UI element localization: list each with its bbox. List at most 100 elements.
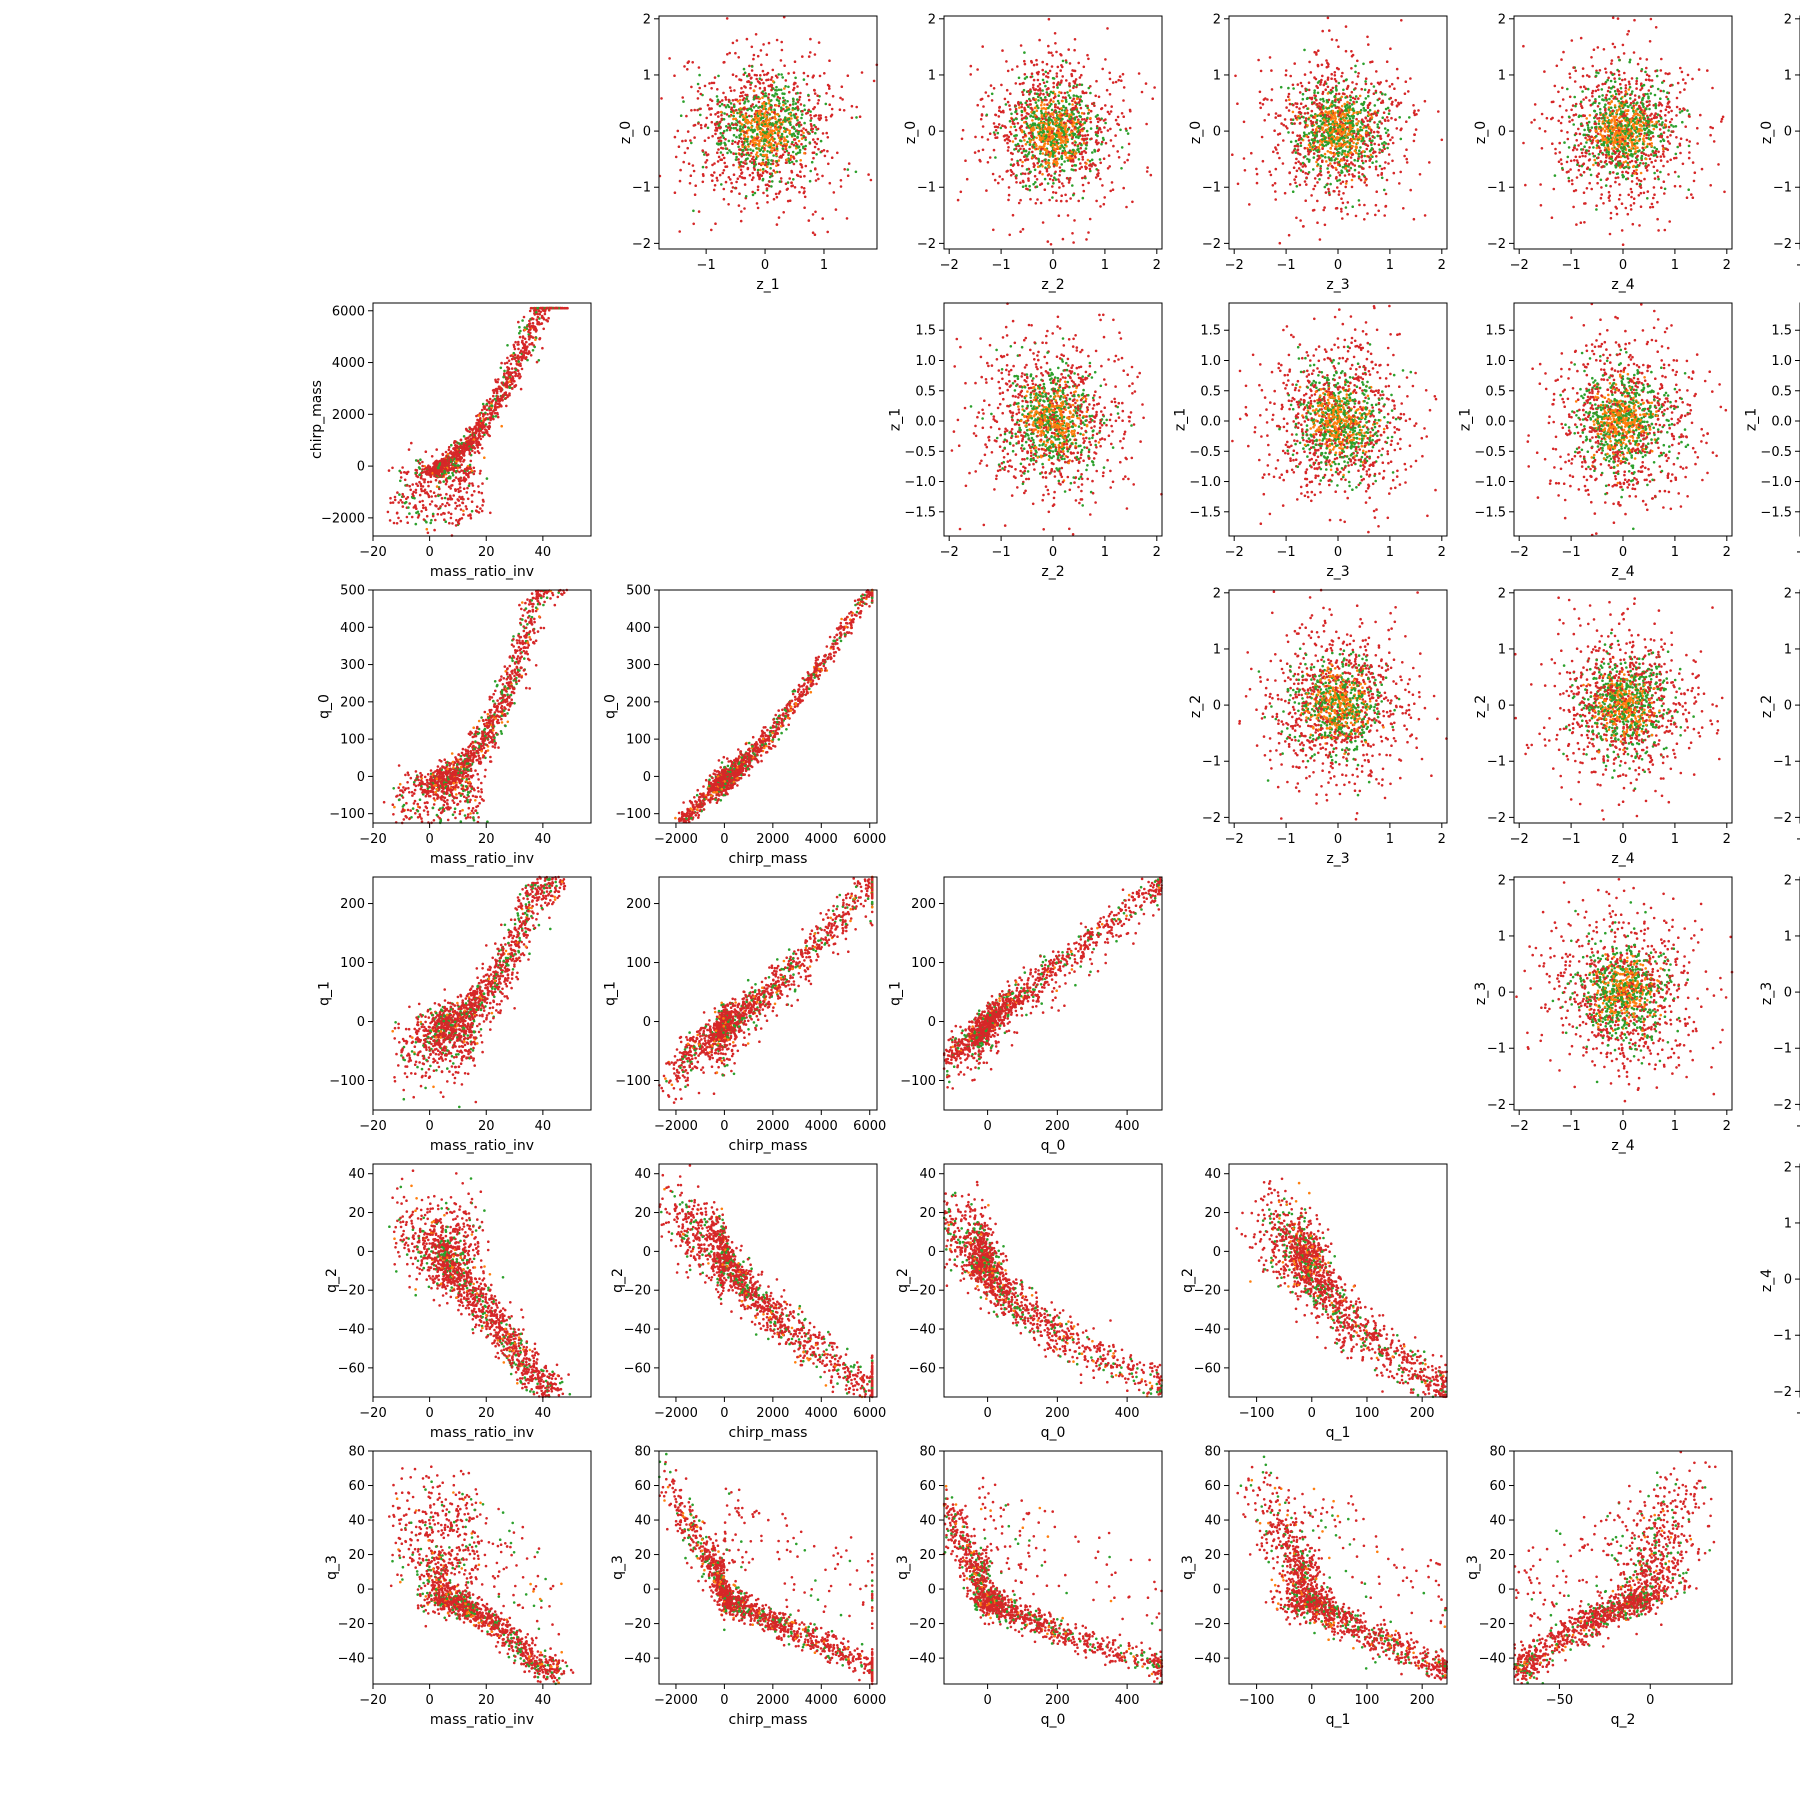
data-point bbox=[800, 164, 803, 167]
data-point bbox=[804, 196, 807, 199]
data-point bbox=[711, 174, 714, 177]
data-point bbox=[685, 115, 688, 118]
data-point bbox=[794, 135, 797, 138]
data-point bbox=[766, 150, 769, 153]
data-point bbox=[678, 230, 681, 233]
data-point bbox=[831, 108, 834, 111]
data-point bbox=[761, 105, 764, 108]
data-point bbox=[747, 119, 750, 122]
data-point bbox=[735, 75, 738, 78]
data-point bbox=[759, 169, 762, 172]
data-point bbox=[741, 95, 744, 98]
data-point bbox=[826, 231, 829, 234]
data-point bbox=[778, 216, 781, 219]
data-point bbox=[720, 111, 723, 114]
data-point bbox=[732, 73, 735, 76]
data-point bbox=[795, 130, 798, 133]
data-point bbox=[693, 170, 696, 173]
data-point bbox=[788, 130, 791, 133]
data-point bbox=[756, 202, 759, 205]
data-point bbox=[758, 118, 761, 121]
data-point bbox=[736, 39, 739, 42]
data-point bbox=[751, 119, 754, 122]
data-point bbox=[690, 109, 693, 112]
data-point bbox=[798, 140, 801, 143]
data-point bbox=[759, 74, 762, 77]
data-point bbox=[707, 104, 710, 107]
data-point bbox=[701, 149, 704, 152]
data-point bbox=[697, 83, 700, 86]
data-point bbox=[734, 141, 737, 144]
data-point bbox=[757, 55, 760, 58]
data-point bbox=[711, 121, 714, 124]
data-point bbox=[711, 135, 714, 138]
data-point bbox=[719, 105, 722, 108]
data-point bbox=[823, 72, 826, 75]
data-point bbox=[790, 181, 793, 184]
data-point bbox=[812, 157, 815, 160]
data-point bbox=[716, 179, 719, 182]
data-point bbox=[791, 161, 794, 164]
data-point bbox=[782, 147, 785, 150]
data-point bbox=[727, 203, 730, 206]
data-point bbox=[747, 126, 750, 129]
data-point bbox=[759, 87, 762, 90]
data-point bbox=[786, 100, 789, 103]
data-point bbox=[728, 176, 731, 179]
data-point bbox=[699, 114, 702, 117]
data-point bbox=[732, 186, 735, 189]
data-point bbox=[843, 168, 846, 171]
data-point bbox=[733, 134, 736, 137]
data-point bbox=[735, 181, 738, 184]
data-point bbox=[708, 82, 711, 85]
data-point bbox=[795, 142, 798, 145]
data-point bbox=[740, 161, 743, 164]
data-point bbox=[782, 104, 785, 107]
data-point bbox=[757, 185, 760, 188]
data-point bbox=[766, 187, 769, 190]
data-point bbox=[801, 166, 804, 169]
data-point bbox=[686, 147, 689, 150]
data-point bbox=[752, 194, 755, 197]
data-point bbox=[802, 132, 805, 135]
data-point bbox=[740, 172, 743, 175]
data-point bbox=[717, 111, 720, 114]
data-point bbox=[675, 156, 678, 159]
data-point bbox=[760, 49, 763, 52]
data-point bbox=[768, 102, 771, 105]
data-point bbox=[841, 85, 844, 88]
data-point bbox=[788, 177, 791, 180]
data-point bbox=[717, 160, 720, 163]
data-point bbox=[803, 72, 806, 75]
data-point bbox=[847, 168, 850, 171]
data-point bbox=[768, 185, 771, 188]
data-point bbox=[763, 74, 766, 77]
data-point bbox=[855, 116, 858, 119]
data-point bbox=[762, 43, 765, 46]
data-point bbox=[802, 135, 805, 138]
data-point bbox=[743, 85, 746, 88]
data-point bbox=[784, 85, 787, 88]
data-point bbox=[825, 103, 828, 106]
data-point bbox=[741, 146, 744, 149]
data-point bbox=[828, 103, 831, 106]
data-point bbox=[759, 153, 762, 156]
data-point bbox=[720, 147, 723, 150]
data-point bbox=[814, 92, 817, 95]
data-point bbox=[698, 66, 701, 69]
data-point bbox=[766, 201, 769, 204]
data-point bbox=[707, 127, 710, 130]
data-point bbox=[793, 144, 796, 147]
data-point bbox=[825, 119, 828, 122]
data-point bbox=[778, 105, 781, 108]
data-point bbox=[796, 85, 799, 88]
data-point bbox=[785, 183, 788, 186]
data-point bbox=[794, 82, 797, 85]
data-point bbox=[794, 60, 797, 63]
data-point bbox=[827, 136, 830, 139]
data-point bbox=[821, 217, 824, 220]
data-point bbox=[787, 86, 790, 89]
data-point bbox=[694, 193, 697, 196]
data-point bbox=[743, 68, 746, 71]
data-point bbox=[731, 140, 734, 143]
